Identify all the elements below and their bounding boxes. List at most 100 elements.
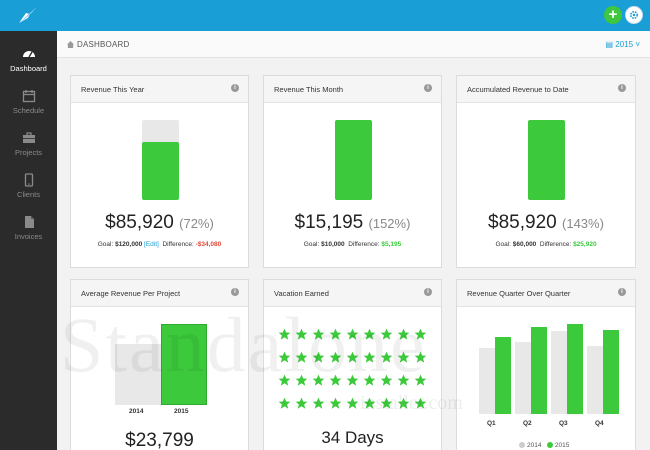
quarter-bar-chart: [479, 324, 623, 414]
card-title: Average Revenue Per Project: [81, 289, 181, 298]
phone-icon: [24, 173, 33, 187]
star-icon: [380, 351, 393, 363]
difference-value: $5,195: [381, 241, 402, 248]
star-icon: [346, 397, 359, 409]
star-icon: [363, 351, 376, 363]
info-icon[interactable]: i: [231, 288, 239, 296]
chevron-down-icon: ˅: [635, 40, 640, 49]
card-title: Revenue This Year: [81, 85, 145, 94]
calendar-small-icon: ▤: [605, 40, 614, 49]
card-revenue-this-month: Revenue This Month i $15,195 (152%) Goal…: [263, 75, 442, 268]
breadcrumb-bar: DASHBOARD ▤ 2015 ˅: [57, 31, 650, 58]
star-icon: [346, 374, 359, 386]
tick-label-Q4: Q4: [595, 420, 604, 427]
sidebar-item-projects[interactable]: Projects: [0, 131, 57, 171]
top-bar: +: [0, 0, 650, 31]
revenue-value: $85,920 (72%): [71, 212, 248, 234]
star-icon: [397, 328, 410, 340]
star-icon: [329, 374, 342, 386]
card-header: Vacation Earned i: [264, 280, 441, 307]
star-icon: [312, 351, 325, 363]
star-icon: [312, 374, 325, 386]
progress-fill: [528, 120, 565, 200]
tick-label-2014: 2014: [129, 408, 144, 415]
star-icon: [346, 328, 359, 340]
star-icon: [346, 351, 359, 363]
card-title: Vacation Earned: [274, 289, 329, 298]
star-icon: [363, 397, 376, 409]
goal-value: $120,000: [115, 241, 143, 248]
star-icon: [278, 374, 291, 386]
breadcrumb-label: DASHBOARD: [77, 40, 130, 49]
star-icon: [397, 397, 410, 409]
legend-item-2015: 2015: [546, 442, 569, 449]
legend-dot: [519, 442, 525, 448]
sidebar-item-label: Invoices: [14, 232, 43, 241]
revenue-value: $85,920 (143%): [457, 212, 635, 234]
year-selector[interactable]: ▤ 2015 ˅: [606, 40, 641, 49]
goal-value: $60,000: [512, 241, 537, 248]
bar-Q3-2014: [551, 331, 567, 414]
tick-label-Q3: Q3: [559, 420, 568, 427]
star-icon: [414, 374, 427, 386]
chart-legend: 2014 2015: [519, 442, 569, 449]
goal-line: Goal: $120,000 [Edit] Difference: -$34,0…: [71, 241, 248, 248]
average-value: $23,799: [125, 430, 194, 450]
logo-icon: [19, 7, 37, 23]
legend-dot: [546, 442, 553, 448]
card-title: Revenue Quarter Over Quarter: [467, 289, 571, 298]
breadcrumb[interactable]: DASHBOARD: [67, 40, 129, 49]
star-icon: [329, 328, 342, 340]
star-icon: [414, 328, 427, 340]
star-icon: [329, 351, 342, 363]
sidebar-item-dashboard[interactable]: Dashboard: [0, 47, 57, 87]
document-icon: [24, 216, 34, 228]
card-header: Revenue This Month i: [264, 76, 441, 103]
card-accumulated-revenue: Accumulated Revenue to Date i $85,920 (1…: [456, 75, 636, 268]
home-icon: [67, 41, 74, 48]
sidebar-item-schedule[interactable]: Schedule: [0, 89, 57, 129]
star-icon: [312, 328, 325, 340]
info-icon[interactable]: i: [424, 84, 432, 92]
info-icon[interactable]: i: [618, 288, 626, 296]
star-icon: [329, 397, 342, 409]
avg-bar-2015: [161, 324, 207, 405]
star-icon: [380, 397, 393, 409]
info-icon[interactable]: i: [231, 84, 239, 92]
info-icon[interactable]: i: [618, 84, 626, 92]
tick-label-Q1: Q1: [487, 420, 496, 427]
sidebar-item-clients[interactable]: Clients: [0, 173, 57, 213]
card-header: Accumulated Revenue to Date i: [457, 76, 635, 103]
gear-icon: [629, 10, 639, 20]
goal-line: Goal: $60,000 Difference: $25,920: [457, 241, 635, 248]
bar-Q1-2014: [479, 348, 495, 414]
goal-label: Goal:: [303, 241, 320, 248]
card-average-revenue: Average Revenue Per Project i 2014 2015 …: [70, 279, 249, 450]
settings-button[interactable]: [625, 6, 643, 24]
info-icon[interactable]: i: [424, 288, 432, 296]
card-header: Average Revenue Per Project i: [71, 280, 248, 307]
goal-line: Goal: $10,000 Difference: $5,195: [264, 241, 441, 248]
goal-label: Goal:: [97, 241, 114, 248]
add-button[interactable]: +: [604, 6, 622, 24]
star-icon: [414, 397, 427, 409]
avg-bar-chart: [115, 324, 207, 405]
goal-value: $10,000: [321, 241, 345, 248]
briefcase-icon: [22, 132, 35, 143]
star-icon: [295, 397, 308, 409]
revenue-value: $15,195 (152%): [264, 212, 441, 234]
card-header: Revenue This Year i: [71, 76, 248, 103]
difference-label: Difference:: [539, 241, 572, 248]
calendar-icon: [22, 90, 35, 103]
edit-goal-link[interactable]: [Edit]: [144, 241, 159, 248]
card-title: Revenue This Month: [274, 85, 344, 94]
value-text: $85,920: [488, 212, 557, 233]
card-header: Revenue Quarter Over Quarter i: [457, 280, 635, 307]
difference-value: -$34,080: [195, 241, 222, 248]
sidebar-item-invoices[interactable]: Invoices: [0, 215, 57, 255]
year-value: 2015: [615, 40, 634, 49]
percent-text: (72%): [179, 216, 214, 231]
sidebar-item-label: Projects: [14, 148, 43, 157]
bar-Q2-2015: [531, 327, 547, 414]
avg-bar-2014: [115, 344, 161, 405]
